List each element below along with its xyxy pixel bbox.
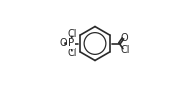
Text: O: O — [59, 39, 67, 48]
Text: Cl: Cl — [68, 29, 77, 39]
Text: Cl: Cl — [68, 48, 77, 58]
Text: P: P — [67, 39, 74, 48]
Text: O: O — [121, 33, 128, 43]
Text: Cl: Cl — [120, 45, 130, 54]
